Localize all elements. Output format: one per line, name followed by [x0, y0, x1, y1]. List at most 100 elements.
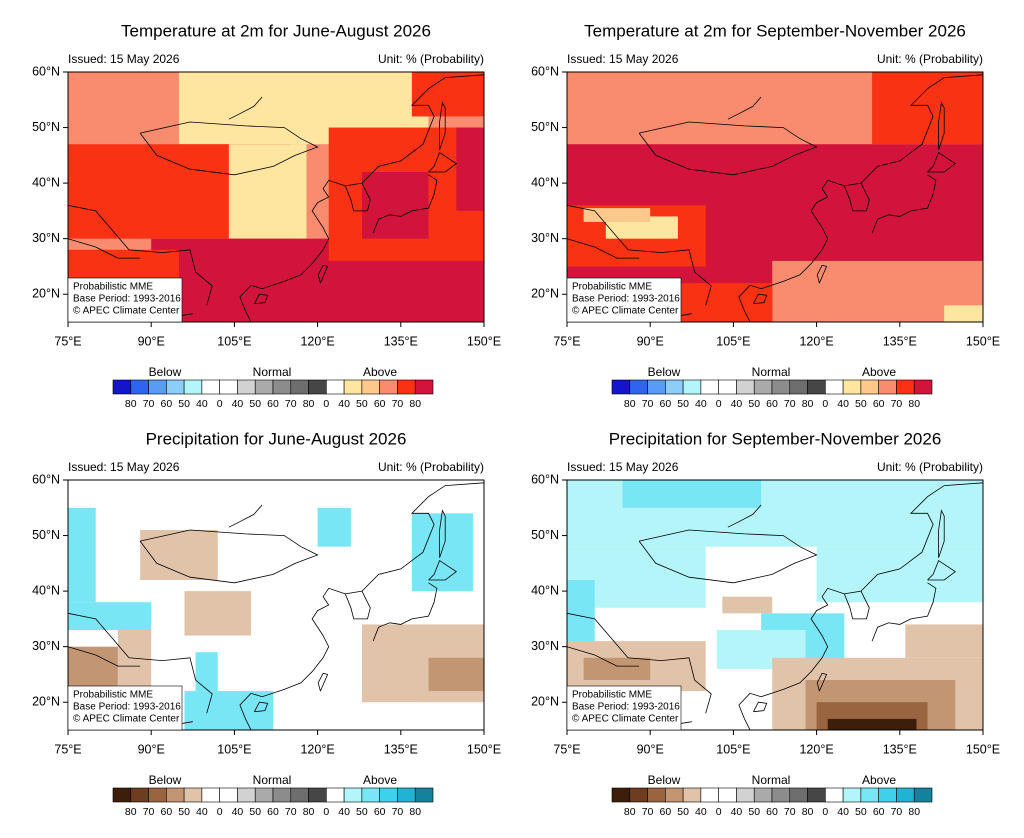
legend-group: Normal	[752, 773, 791, 787]
x-tick-label: 105°E	[217, 742, 251, 756]
legend-label: 80	[802, 398, 814, 410]
x-tick-label: 135°E	[883, 334, 917, 348]
legend-swatch	[700, 379, 719, 395]
map-frame	[67, 71, 485, 323]
note-box	[67, 685, 183, 731]
coastline	[344, 182, 371, 212]
probability-region	[583, 208, 651, 222]
legend-swatch	[130, 379, 149, 395]
coastline	[638, 529, 818, 584]
legend-swatch	[272, 379, 292, 395]
coastline	[428, 559, 457, 581]
legend-label: 60	[873, 806, 885, 818]
note-line: © APEC Climate Center	[572, 714, 679, 725]
legend-group: Below	[648, 773, 681, 787]
legend-label: 60	[160, 398, 172, 410]
coastline	[727, 504, 762, 528]
coastline	[871, 582, 937, 642]
legend-label: 50	[855, 398, 867, 410]
legend-swatch	[896, 379, 915, 395]
coastline	[317, 264, 329, 284]
legend-swatch	[665, 787, 684, 803]
legend-label: 70	[143, 806, 155, 818]
legend-group: Below	[149, 365, 182, 379]
x-tick-label: 75°E	[553, 334, 580, 348]
y-tick-label: 60°N	[531, 64, 559, 78]
legend-label: 80	[802, 806, 814, 818]
y-tick-label: 40°N	[32, 175, 60, 189]
map-panel: Temperature at 2m for June-August 2026 Is…	[32, 21, 501, 409]
legend-swatch	[414, 787, 434, 803]
coastline	[372, 582, 438, 642]
x-tick-label: 105°E	[716, 334, 750, 348]
x-tick-label: 150°E	[467, 742, 501, 756]
legend-swatch	[379, 379, 398, 395]
coastline	[372, 174, 438, 234]
map-area	[68, 72, 484, 322]
coastline	[317, 672, 329, 692]
legend-label: 40	[837, 806, 849, 818]
legend-swatch	[771, 787, 791, 803]
coastline	[938, 101, 945, 150]
legend-swatch	[682, 379, 702, 395]
legend-label: 70	[784, 806, 796, 818]
probability-region	[317, 507, 351, 547]
map-panel: Precipitation for June-August 2026 Issued…	[32, 429, 501, 817]
issued-date: Issued: 15 May 2026	[68, 460, 180, 474]
legend-label: 80	[303, 806, 315, 818]
probability-region	[411, 72, 484, 117]
legend-swatch	[647, 379, 666, 395]
coastline	[871, 174, 937, 234]
probability-region	[816, 546, 983, 603]
y-tick-label: 60°N	[32, 472, 60, 486]
coastline	[139, 529, 319, 584]
x-tick-label: 120°E	[799, 742, 833, 756]
coastline	[439, 101, 446, 150]
coastline	[927, 559, 956, 581]
note-line: Base Period: 1993-2016	[572, 702, 680, 713]
legend-label: 80	[409, 398, 421, 410]
probability-region	[567, 580, 595, 647]
unit-label: Unit: % (Probability)	[877, 52, 983, 66]
note-line: Probabilistic MME	[572, 690, 652, 701]
probability-region	[722, 596, 773, 614]
note-line: Base Period: 1993-2016	[73, 702, 181, 713]
probability-region	[68, 507, 96, 603]
legend-swatch	[219, 379, 238, 395]
probability-region	[944, 305, 983, 322]
coastline	[139, 121, 319, 176]
y-tick-label: 40°N	[531, 583, 559, 597]
probability-region	[827, 718, 917, 730]
legend-label: 50	[249, 806, 261, 818]
probability-region	[583, 657, 651, 680]
legend-swatch	[753, 379, 773, 395]
legend-swatch	[878, 787, 897, 803]
coastline	[428, 151, 457, 173]
probability-region	[195, 652, 218, 692]
coastline	[567, 204, 712, 306]
legend-label: 0	[217, 398, 223, 410]
legend-swatch	[807, 787, 826, 803]
probability-region	[184, 591, 252, 636]
note-line: Base Period: 1993-2016	[572, 294, 680, 305]
legend-swatch	[290, 379, 309, 395]
map-panel: Temperature at 2m for September-November…	[531, 21, 1000, 409]
legend-label: 40	[196, 398, 208, 410]
legend-label: 0	[822, 398, 828, 410]
legend-swatch	[700, 787, 719, 803]
coastline	[254, 293, 269, 305]
y-tick-label: 50°N	[32, 528, 60, 542]
note-line: © APEC Climate Center	[73, 306, 180, 317]
coastline	[816, 264, 828, 284]
legend-swatch	[414, 379, 434, 395]
y-tick-label: 30°N	[32, 639, 60, 653]
y-tick-label: 20°N	[32, 287, 60, 301]
legend-label: 60	[374, 398, 386, 410]
legend-swatch	[183, 787, 203, 803]
legend-label: 40	[731, 806, 743, 818]
legend-swatch	[112, 379, 132, 395]
unit-label: Unit: % (Probability)	[877, 460, 983, 474]
legend-swatch	[860, 787, 879, 803]
coastline	[727, 96, 762, 120]
legend-swatch	[308, 787, 327, 803]
